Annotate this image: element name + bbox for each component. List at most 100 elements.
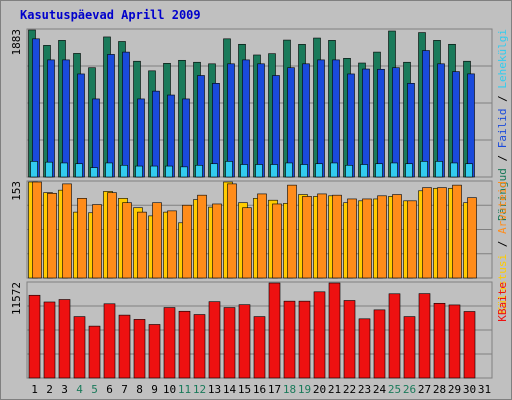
bar-2-2-day-18 [288,185,297,278]
x-tick-label-12: 12 [193,383,206,396]
bar-1-2-day-25 [393,68,400,177]
x-tick-label-27: 27 [418,383,431,396]
bar-3-1-day-11 [179,311,190,378]
series-label-part-3: Arvuteid [496,181,509,234]
bar-1-3-day-11 [181,167,188,177]
bar-2-2-day-13 [213,204,222,278]
bar-3-1-day-23 [359,319,370,378]
bar-2-2-day-11 [183,205,192,278]
bar-3-1-day-26 [404,317,415,378]
x-tick-label-15: 15 [238,383,251,396]
series-label-part-1: KBaite [496,282,509,322]
bar-2-2-day-12 [198,195,207,278]
bar-2-2-day-10 [168,211,177,278]
series-label: KBaite [496,282,509,322]
bar-1-3-day-17 [271,165,278,177]
bar-2-2-day-22 [348,199,357,278]
bar-1-2-day-3 [63,60,70,177]
bar-2-2-day-15 [243,208,252,278]
x-tick-label-21: 21 [328,383,341,396]
bar-3-1-day-12 [194,315,205,378]
bar-1-3-day-23 [361,165,368,177]
x-tick-label-7: 7 [121,383,128,396]
bar-3-1-day-4 [74,317,85,378]
bar-1-2-day-28 [438,64,445,177]
y-max-label: 153 [10,181,23,201]
bar-1-3-day-14 [226,161,233,177]
bar-3-1-day-5 [89,326,100,378]
bar-2-2-day-25 [393,195,402,278]
bar-2-2-day-3 [63,184,72,278]
x-tick-label-8: 8 [136,383,143,396]
x-tick-label-30: 30 [463,383,476,396]
bar-3-1-day-8 [134,319,145,378]
bar-3-1-day-7 [119,315,130,378]
bar-1-3-day-24 [376,164,383,177]
bar-1-2-day-6 [108,54,115,177]
bar-3-1-day-28 [434,303,445,378]
bar-3-1-day-6 [104,304,115,378]
bar-3-1-day-22 [344,301,355,378]
bar-3-1-day-30 [464,312,475,378]
bar-2-2-day-7 [123,203,132,278]
bar-1-2-day-9 [153,91,160,177]
bar-3-1-day-25 [389,294,400,378]
bar-2-2-day-8 [138,212,147,278]
bar-1-2-day-30 [468,74,475,177]
bar-3-1-day-16 [254,317,265,378]
series-label-part-2: / [496,234,509,254]
bar-3-1-day-10 [164,308,175,378]
bar-1-3-day-2 [46,162,53,177]
x-tick-label-11: 11 [178,383,191,396]
bar-2-2-day-28 [438,188,447,278]
bar-2-2-day-14 [228,184,237,278]
x-tick-label-1: 1 [31,383,38,396]
bar-1-2-day-4 [78,74,85,177]
bar-2-2-day-19 [303,196,312,278]
x-tick-label-29: 29 [448,383,461,396]
bar-1-3-day-27 [421,161,428,177]
bar-2-2-day-20 [318,194,327,278]
bar-1-3-day-4 [76,164,83,177]
bar-3-1-day-2 [44,302,55,378]
x-tick-label-13: 13 [208,383,221,396]
x-tick-label-3: 3 [61,383,68,396]
chart-panel-3: 11572 KBaite [10,282,509,378]
bar-1-3-day-26 [406,164,413,177]
bar-1-2-day-8 [138,99,145,177]
bar-2-2-day-26 [408,201,417,278]
x-tick-label-18: 18 [283,383,296,396]
bar-3-1-day-14 [224,308,235,378]
x-tick-label-20: 20 [313,383,326,396]
bar-2-2-day-29 [453,185,462,278]
bar-1-2-day-19 [303,64,310,177]
bar-3-1-day-13 [209,302,220,378]
bar-1-2-day-5 [93,99,100,177]
bar-1-3-day-6 [106,163,113,177]
bar-2-2-day-30 [468,198,477,278]
x-tick-label-28: 28 [433,383,446,396]
bar-1-2-day-14 [228,64,235,177]
bar-1-3-day-7 [121,165,128,177]
bar-1-2-day-24 [378,69,385,177]
bar-1-2-day-10 [168,95,175,177]
bar-1-3-day-20 [316,164,323,177]
bar-1-3-day-13 [211,164,218,177]
bar-2-2-day-5 [93,205,102,278]
series-label-part-5: Lehekülgi [496,29,509,89]
bar-2-2-day-27 [423,188,432,278]
bar-1-2-day-27 [423,51,430,177]
bar-3-1-day-1 [29,295,40,378]
bar-1-2-day-13 [213,83,220,177]
bar-2-2-day-9 [153,203,162,278]
bar-2-2-day-1 [33,182,42,278]
series-label-part-4: / [496,89,509,109]
bar-1-2-day-11 [183,99,190,177]
bar-1-2-day-23 [363,69,370,177]
bar-3-1-day-15 [239,305,250,378]
bar-3-1-day-21 [329,283,340,378]
bar-3-1-day-3 [59,300,70,378]
bar-1-2-day-2 [48,60,55,177]
bar-3-1-day-9 [149,324,160,378]
